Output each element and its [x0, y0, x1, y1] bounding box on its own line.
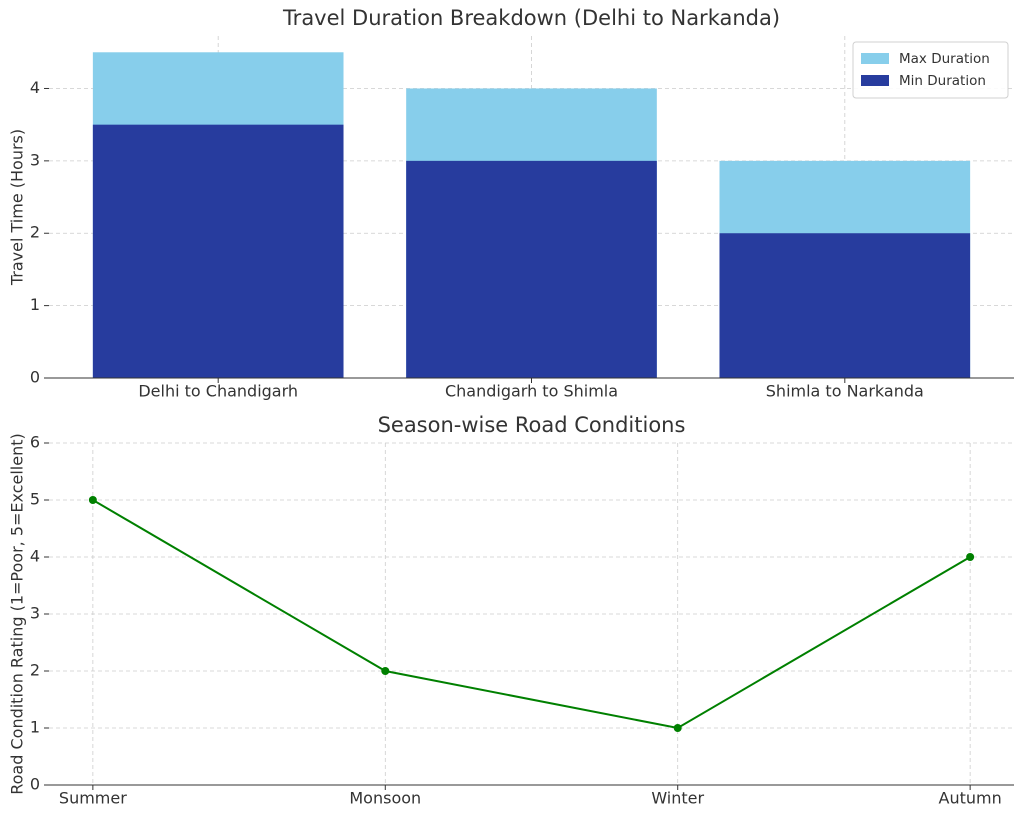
chart-title: Season-wise Road Conditions — [378, 413, 686, 437]
legend-label: Min Duration — [899, 73, 986, 89]
legend — [852, 41, 1009, 99]
point — [381, 667, 390, 675]
bar — [719, 233, 971, 378]
chart-title: Travel Duration Breakdown (Delhi to Nark… — [282, 6, 780, 30]
point — [88, 496, 97, 504]
y-axis-label: Road Condition Rating (1=Poor, 5=Excelle… — [8, 433, 27, 795]
y-tick-label: 1 — [30, 295, 40, 314]
bar — [92, 124, 344, 379]
y-tick-label: 2 — [30, 223, 40, 242]
y-tick-label: 3 — [30, 150, 40, 169]
x-tick-label: Monsoon — [349, 789, 421, 808]
legend-swatch — [861, 53, 889, 64]
y-tick-label: 4 — [30, 78, 40, 97]
line — [92, 499, 971, 730]
y-tick-label: 0 — [30, 368, 40, 387]
x-tick-label: Winter — [651, 789, 704, 808]
x-tick-label: Autumn — [939, 789, 1002, 808]
bar — [406, 160, 657, 378]
x-tick-label: Summer — [59, 789, 127, 808]
legend-swatch — [861, 75, 889, 86]
y-tick-label: 4 — [30, 547, 40, 566]
y-tick-label: 5 — [30, 490, 40, 509]
legend-label: Max Duration — [899, 51, 990, 67]
y-axis-label: Travel Time (Hours) — [8, 129, 27, 286]
y-tick-label: 6 — [30, 433, 40, 452]
point — [966, 553, 975, 561]
x-tick-label: Shimla to Narkanda — [766, 382, 924, 401]
point — [673, 724, 682, 732]
y-tick-label: 1 — [30, 718, 40, 737]
y-tick-label: 2 — [30, 661, 40, 680]
y-tick-label: 3 — [30, 604, 40, 623]
x-tick-label: Chandigarh to Shimla — [445, 382, 618, 401]
x-tick-label: Delhi to Chandigarh — [138, 382, 298, 401]
y-tick-label: 0 — [30, 775, 40, 794]
